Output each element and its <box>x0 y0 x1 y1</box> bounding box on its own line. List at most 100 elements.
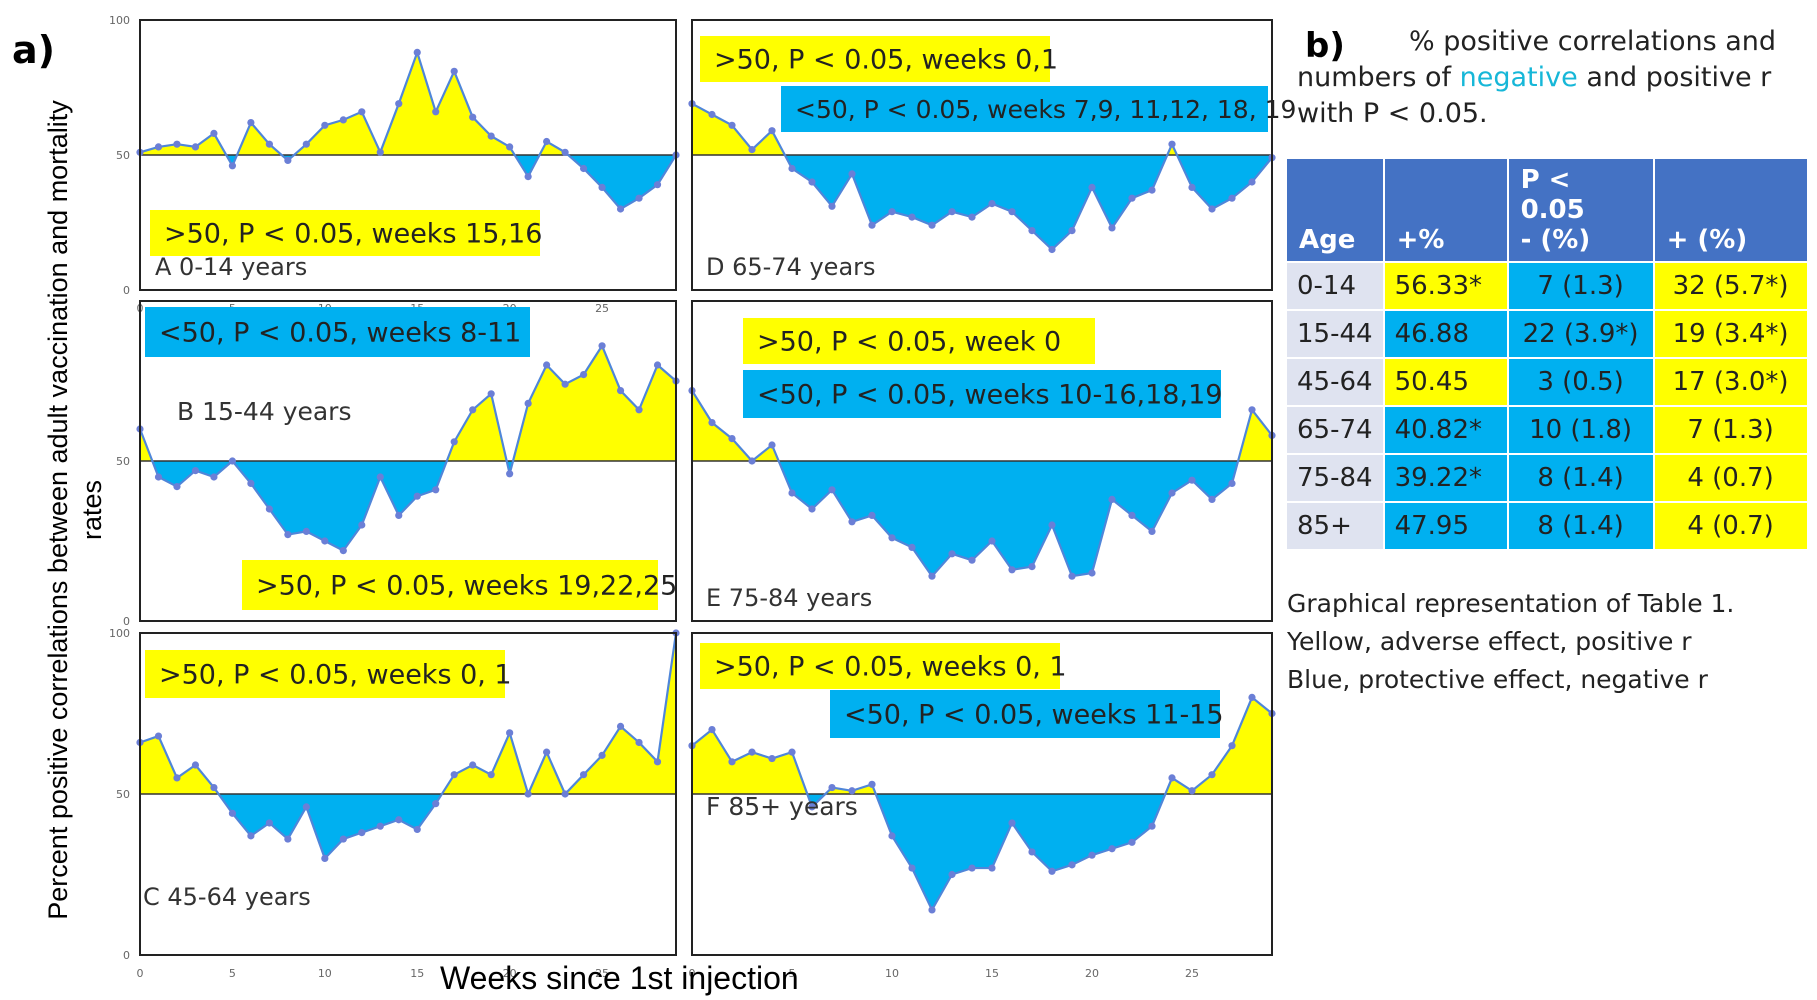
annotation-text: <50, P < 0.05, weeks 10-16,18,19 <box>757 380 1222 411</box>
annotation-box <box>700 643 1060 689</box>
series-line <box>691 102 1273 252</box>
data-point <box>1028 848 1036 856</box>
y-axis-label: Percent positive correlations between ad… <box>43 100 107 920</box>
data-point <box>358 521 366 529</box>
data-point <box>561 380 569 388</box>
title-text: numbers of <box>1297 62 1460 93</box>
data-point <box>1008 819 1016 827</box>
cell-positive-count: 17 (3.0*) <box>1652 357 1809 407</box>
x-tick-label: 20 <box>503 967 517 980</box>
data-point <box>432 486 440 494</box>
data-point <box>828 202 836 210</box>
x-tick-label: 15 <box>985 967 999 980</box>
area-above-reference <box>140 633 676 794</box>
data-point <box>635 194 643 202</box>
correlation-table: Age +% P < 0.05 - (%) + (%) 0-14 56.33* 7 … <box>1285 157 1809 551</box>
data-point <box>808 505 816 513</box>
data-point <box>848 787 856 795</box>
data-point <box>210 783 218 792</box>
data-point <box>228 457 237 465</box>
table-row: 75-84 39.22* 8 (1.4) 4 (0.7) <box>1285 453 1809 503</box>
annotation-text: >50, P < 0.05, week 0 <box>757 327 1061 358</box>
data-point <box>228 162 237 170</box>
data-point <box>968 213 976 221</box>
cell-positive-count: 32 (5.7*) <box>1652 261 1809 311</box>
annotation-box <box>743 370 1221 418</box>
x-tick-label: 25 <box>1185 967 1199 980</box>
data-point <box>768 127 776 135</box>
data-point <box>928 221 936 229</box>
data-point <box>616 722 625 730</box>
cell-age: 15-44 <box>1285 309 1385 359</box>
title-negative-word: negative <box>1459 62 1578 93</box>
data-point <box>302 140 310 148</box>
area-below-reference <box>692 155 1272 250</box>
table-title: % positive correlations and numbers of n… <box>1297 24 1797 132</box>
data-point <box>1108 224 1116 232</box>
data-point <box>1108 495 1116 503</box>
data-point <box>1208 495 1216 503</box>
data-point <box>988 864 996 872</box>
data-point <box>1048 867 1056 875</box>
data-point <box>543 361 551 369</box>
series-line <box>139 48 677 211</box>
data-point <box>928 572 936 580</box>
data-point <box>748 748 756 756</box>
data-point <box>1188 476 1196 484</box>
cell-positive-count: 7 (1.3) <box>1652 405 1809 455</box>
data-point <box>1028 563 1036 571</box>
data-point <box>1168 489 1176 497</box>
data-point <box>1168 774 1176 782</box>
data-point <box>1248 178 1256 186</box>
x-axis-label: Weeks since 1st injection <box>440 960 799 996</box>
data-point <box>1228 479 1236 487</box>
title-text: and positive r <box>1577 62 1772 93</box>
data-point <box>728 121 736 129</box>
data-point <box>748 457 756 465</box>
annotation-text: >50, P < 0.05, weeks 15,16 <box>164 219 542 250</box>
cell-negative-count: 8 (1.4) <box>1506 501 1655 551</box>
data-point <box>376 822 384 830</box>
annotation-box <box>700 36 1050 82</box>
data-point <box>265 819 273 827</box>
data-point <box>395 511 403 519</box>
data-point <box>1068 227 1076 235</box>
panel-frame <box>139 632 677 956</box>
table-body: 0-14 56.33* 7 (1.3) 32 (5.7*) 15-44 46.88 22 (… <box>1285 261 1809 551</box>
data-point <box>1248 406 1256 414</box>
annotation-box <box>242 560 658 610</box>
table-row: 85+ 47.95 8 (1.4) 4 (0.7) <box>1285 501 1809 551</box>
data-point <box>968 556 976 564</box>
data-point <box>469 406 477 414</box>
cell-age: 65-74 <box>1285 405 1385 455</box>
data-point <box>968 864 976 872</box>
header-positive-count: + (%) <box>1652 157 1809 263</box>
table-title-line1: % positive correlations and <box>1409 26 1777 57</box>
data-point <box>1188 787 1196 795</box>
data-point <box>728 758 736 766</box>
annotation-box <box>145 650 505 698</box>
area-above-reference <box>692 697 1272 794</box>
data-point <box>450 438 458 446</box>
data-point <box>321 121 329 129</box>
area-above-reference <box>140 345 676 461</box>
caption-line: Blue, protective effect, negative r <box>1287 665 1708 694</box>
data-point <box>1128 194 1136 202</box>
data-point <box>543 748 551 756</box>
data-point <box>1208 771 1216 779</box>
data-point <box>395 100 403 108</box>
panel-age-label: F 85+ years <box>706 792 858 821</box>
data-point <box>376 473 384 481</box>
data-point <box>561 790 569 798</box>
data-point <box>413 48 421 57</box>
data-point <box>358 108 366 116</box>
data-point <box>868 221 876 229</box>
data-point <box>173 483 181 491</box>
x-tick-label: 5 <box>789 967 796 980</box>
y-tick-label: 50 <box>116 455 130 468</box>
panel-age-label: C 45-64 years <box>143 883 311 911</box>
annotation-box <box>743 318 1095 364</box>
annotation-text: >50, P < 0.05, weeks 0, 1 <box>714 652 1067 683</box>
cell-age: 0-14 <box>1285 261 1385 311</box>
data-point <box>265 505 273 513</box>
